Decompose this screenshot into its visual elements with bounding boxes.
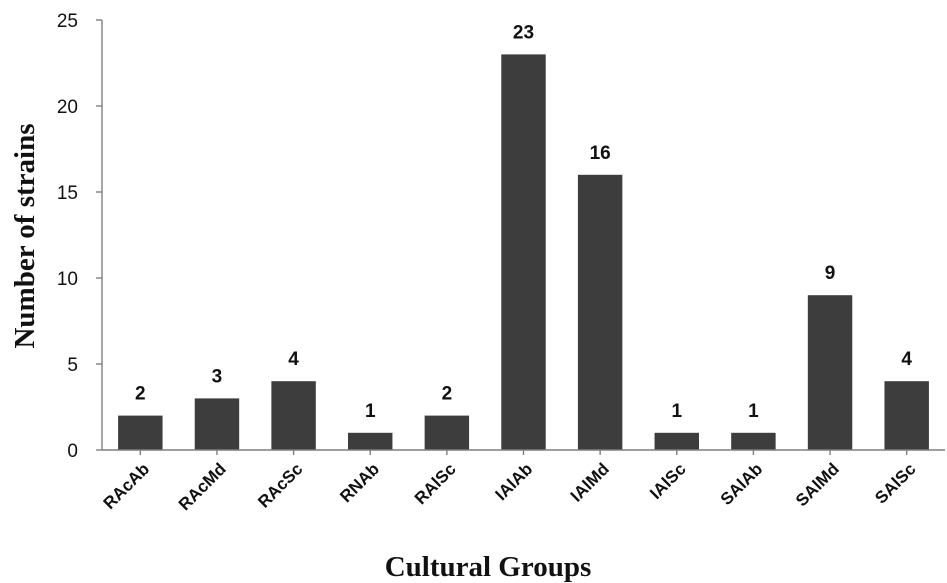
bar [884, 381, 929, 450]
y-tick-label: 0 [67, 441, 78, 462]
x-tick-label: IAlAb [492, 459, 537, 504]
data-label: 1 [671, 401, 682, 422]
y-tick-label: 15 [57, 183, 78, 204]
x-axis-title: Cultural Groups [385, 551, 592, 583]
bar [654, 432, 699, 450]
y-tick-labels: 0 5 10 15 20 25 [57, 11, 102, 462]
x-tick-label: RNAb [336, 459, 383, 506]
x-tick-label: RAcSc [254, 459, 306, 511]
data-label: 2 [135, 384, 146, 405]
y-tick-label: 5 [67, 355, 78, 376]
bar [348, 432, 393, 450]
data-label: 23 [513, 22, 534, 43]
bar [731, 432, 776, 450]
data-label: 1 [748, 401, 759, 422]
bar [501, 54, 546, 451]
data-label: 3 [212, 366, 223, 387]
bar [577, 174, 623, 451]
y-tick-label: 25 [57, 11, 78, 32]
x-tick-label: SAlSc [871, 459, 919, 507]
data-label: 16 [590, 143, 611, 164]
data-label: 4 [288, 349, 299, 370]
x-tick-labels: RAcAb RAcMd RAcSc RNAb RAlSc IAlAb IAlMd IAlSc S… [100, 450, 920, 514]
bar [424, 415, 470, 450]
bar [118, 415, 163, 450]
y-tick-label: 10 [57, 269, 78, 290]
data-label: 2 [442, 384, 453, 405]
y-tick-label: 20 [57, 97, 78, 118]
x-tick-label: RAcAb [100, 459, 154, 513]
bar [807, 295, 853, 450]
x-tick-label: SAlAb [717, 459, 766, 508]
x-tick-label: SAlMd [792, 459, 843, 510]
x-tick-label: RAcMd [175, 459, 230, 514]
data-label: 4 [901, 349, 912, 370]
x-tick-label: IAlSc [646, 459, 690, 503]
bar [194, 398, 240, 450]
bars [118, 54, 929, 451]
data-label: 1 [365, 401, 376, 422]
x-tick-label: IAlMd [567, 459, 613, 505]
x-tick-label: RAlSc [411, 459, 460, 508]
y-axis-title: Number of strains [9, 123, 41, 348]
data-label: 9 [825, 263, 836, 284]
bar [271, 381, 316, 450]
